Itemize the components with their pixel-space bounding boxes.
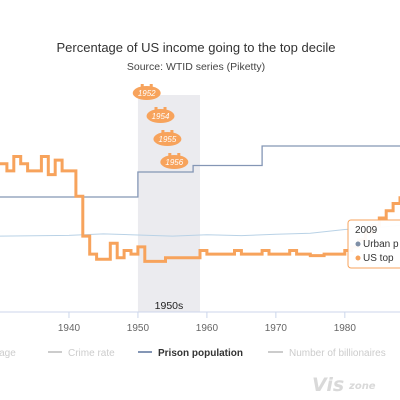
x-axis: 1940 1950 1960 1970 1980 [0,311,400,334]
legend-label[interactable]: Number of billionaires [289,348,386,359]
flag-ear-left [161,130,165,134]
legend-item-crime-rate[interactable]: Crime rate [48,348,115,359]
tooltip-marker-urban [355,241,361,247]
tooltip-header: 2009 [355,225,378,236]
legend-item-number-of-billionaires[interactable]: Number of billionaires [268,348,386,359]
x-tick-label: 1950 [127,323,150,334]
flag-ear-right [163,107,167,111]
legend-label[interactable]: Crime rate [68,348,115,359]
flag-1954[interactable]: 1954 [146,107,175,123]
flag-label: 1952 [138,89,156,98]
flag-marker[interactable] [153,132,182,146]
flag-label: 1956 [165,158,183,167]
watermark: Vis zone [312,374,376,396]
chart-subtitle: Source: WTID series (Piketty) [127,61,265,73]
legend: Wage Crime rate Prison population Number of… [0,348,386,359]
x-tick-label: 1960 [196,323,219,334]
tooltip-row-ustop: US top [363,253,394,264]
series-line-prison-population[interactable] [0,145,400,198]
flag-ear-left [140,84,144,88]
tooltip-row-urban: Urban p [363,239,399,250]
tooltip-box [347,219,400,269]
x-tick-label: 1980 [334,323,357,334]
legend-label[interactable]: Prison population [158,348,243,359]
watermark-suffix: zone [348,381,376,392]
series-line-us-top[interactable] [0,155,400,263]
flag-layer: 1952 1954 1955 1956 [132,84,189,169]
x-tick-label: 1970 [265,323,288,334]
flag-marker[interactable] [146,109,175,123]
flag-ear-left [154,107,158,111]
flag-1956[interactable]: 1956 [160,153,189,169]
flag-ear-left [168,153,172,157]
flag-marker[interactable] [160,155,189,169]
flag-marker[interactable] [132,86,161,100]
flag-label: 1955 [159,135,177,144]
legend-label[interactable]: Wage [0,348,16,359]
plot-band-1950s [137,95,200,312]
tooltip: 2009 Urban p US top [347,219,400,269]
flag-ear-right [149,84,153,88]
watermark-brand: Vis [312,374,344,396]
legend-item-prison-population[interactable]: Prison population [138,348,243,359]
flag-label: 1954 [152,112,170,121]
x-tick-label: 1940 [58,323,81,334]
legend-item-wage[interactable]: Wage [0,348,16,359]
plot-band-label: 1950s [155,300,184,312]
flag-ear-right [177,153,181,157]
plot-band-group: 1950s [137,95,200,312]
tooltip-marker-ustop [355,255,361,261]
flag-1952[interactable]: 1952 [132,84,161,100]
flag-ear-right [170,130,174,134]
flag-1955[interactable]: 1955 [153,130,182,146]
chart-title: Percentage of US income going to the top… [57,40,336,55]
